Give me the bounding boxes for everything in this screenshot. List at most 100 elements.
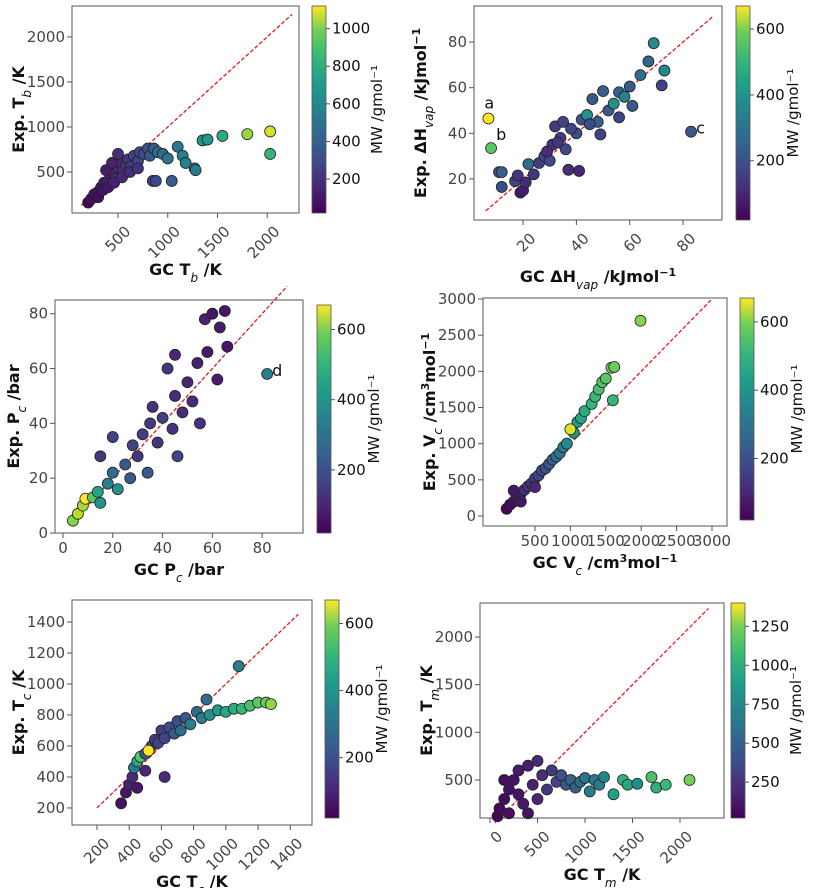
annotation-a: a (484, 93, 494, 112)
data-point (119, 458, 132, 471)
data-point (142, 744, 155, 757)
x-tick-label: 600 (145, 835, 178, 868)
y-tick-label: 500 (36, 163, 65, 181)
y-axis-label: Exp. Tb /K (9, 66, 34, 153)
data-point (522, 807, 534, 820)
plot-area (473, 5, 723, 221)
y-tick-label: 1000 (27, 675, 65, 693)
annotation-c: c (696, 119, 705, 138)
colorbar-tick-label: 400 (332, 132, 361, 150)
data-point (201, 133, 214, 146)
x-tick-label: 80 (673, 230, 699, 256)
data-point (213, 321, 226, 334)
annotation-b: b (496, 125, 506, 144)
colorbar-tick-label: 400 (760, 381, 789, 399)
data-point (181, 376, 194, 389)
data-point (184, 718, 197, 731)
data-point (495, 166, 508, 178)
y-axis-label: Exp. ΔHvap /kJmol−1 (410, 28, 437, 198)
x-axis-label: GC Pc /bar (134, 560, 224, 585)
data-point (189, 164, 202, 177)
colorbar-tick-label: 600 (337, 321, 366, 339)
data-point (111, 483, 124, 496)
data-point (618, 90, 631, 103)
data-point (482, 112, 495, 125)
x-tick-label: 1000 (202, 835, 242, 875)
data-point (131, 450, 144, 463)
y-tick-label: 40 (29, 414, 48, 432)
data-point (498, 793, 511, 805)
data-point (158, 771, 171, 783)
data-point (642, 55, 655, 68)
data-point (514, 495, 527, 508)
data-point (626, 100, 639, 112)
data-point (645, 771, 658, 784)
data-point (241, 128, 254, 141)
y-tick-label: 500 (447, 471, 476, 489)
data-point (560, 437, 573, 450)
data-point (176, 406, 189, 419)
y-tick-label: 0 (38, 524, 48, 542)
data-point (94, 496, 107, 509)
data-point (613, 111, 625, 124)
data-point (517, 797, 530, 810)
data-point (522, 158, 535, 171)
data-point (512, 764, 525, 777)
colorbar (739, 297, 755, 521)
colorbar-tick-label: 600 (345, 614, 374, 632)
colorbar (324, 599, 340, 819)
data-point (536, 769, 549, 782)
y-tick-label: 200 (36, 799, 65, 817)
colorbar-tick-label: 200 (756, 152, 785, 170)
data-point (658, 64, 671, 77)
data-point (179, 157, 192, 169)
data-point (531, 755, 544, 767)
y-axis-label: Exp. Pc /bar (4, 364, 29, 468)
data-point (565, 122, 577, 135)
x-tick-label: 1000 (562, 828, 602, 868)
data-point (655, 79, 668, 92)
x-axis-label: GC Vc /cm3mol−1 (533, 552, 678, 579)
data-point (186, 395, 199, 408)
y-tick-label: 20 (448, 170, 467, 188)
colorbar-tick-label: 200 (337, 461, 366, 479)
data-point (564, 423, 577, 436)
data-point (149, 175, 162, 187)
data-point (264, 125, 277, 138)
data-point (146, 401, 159, 413)
x-tick-label: 1500 (609, 828, 649, 868)
data-point (583, 118, 596, 131)
x-tick-label: 200 (80, 835, 113, 868)
colorbar-label: MW /gmol⁻¹ (787, 666, 805, 755)
data-point (541, 783, 553, 796)
y-tick-label: 1000 (27, 118, 65, 136)
data-point (683, 774, 696, 786)
colorbar-tick-label: 200 (345, 749, 374, 767)
y-tick-label: 3000 (438, 290, 476, 308)
y-tick-label: 80 (29, 305, 48, 323)
data-point (171, 140, 184, 153)
x-tick-label: 2500 (657, 532, 695, 550)
y-tick-label: 400 (36, 768, 65, 786)
x-tick-label: 0 (487, 828, 506, 847)
data-point (112, 148, 124, 160)
data-point (91, 485, 104, 498)
colorbar (311, 5, 327, 214)
subplot-hvap: 20 40 60 80 20 40 60 80 ab c GC ΔHvap /kJmol−1 Exp.… (410, 5, 802, 292)
colorbar-tick-label: 1250 (751, 617, 789, 635)
colorbar-tick-label: 400 (345, 682, 374, 700)
data-point (139, 764, 152, 777)
data-point (659, 778, 672, 791)
data-point (623, 80, 636, 93)
x-tick-label: 500 (101, 223, 134, 256)
x-axis-label: GC Tc /K (156, 872, 228, 888)
data-point (485, 142, 497, 155)
x-tick-label: 40 (566, 230, 592, 256)
parity-line (72, 285, 288, 523)
data-point (634, 314, 647, 327)
x-tick-label: 2000 (622, 532, 660, 550)
data-point (101, 477, 114, 490)
data-point (136, 428, 149, 441)
y-tick-label: 0 (466, 507, 476, 525)
